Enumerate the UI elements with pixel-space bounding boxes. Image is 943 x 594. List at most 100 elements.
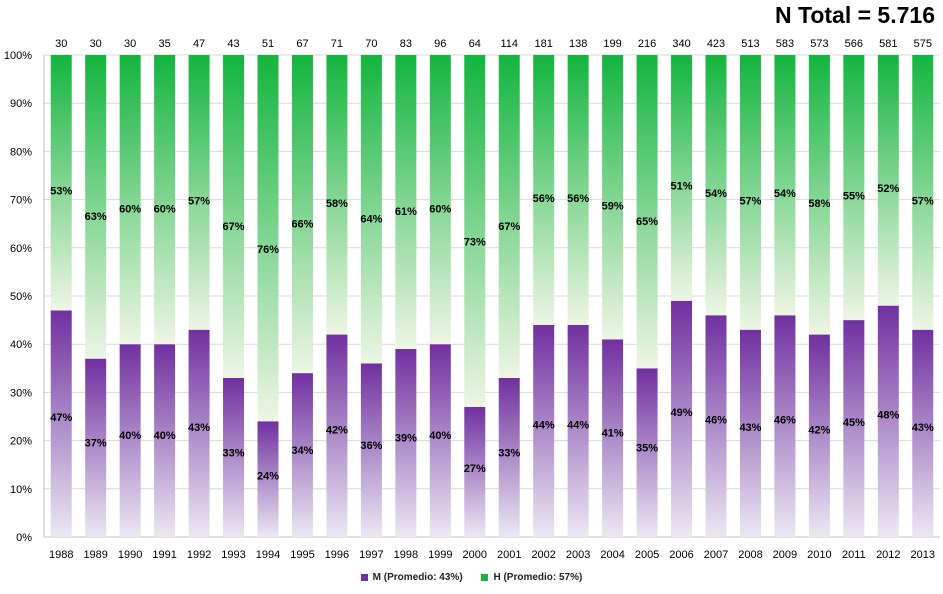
x-tick-label: 2005	[635, 549, 659, 561]
bar-h-1992	[188, 55, 210, 330]
y-tick-label: 80%	[10, 146, 32, 158]
data-label-h: 76%	[257, 244, 279, 256]
legend-swatch-m	[360, 573, 368, 581]
data-label-m: 39%	[395, 432, 417, 444]
data-label-h: 73%	[464, 236, 486, 248]
bar-h-2004	[602, 55, 624, 340]
x-tick-label: 2004	[600, 549, 624, 561]
bar-m-2004	[602, 339, 624, 537]
data-label-h: 66%	[291, 219, 313, 231]
bar-h-1993	[223, 55, 245, 378]
data-label-h: 58%	[808, 198, 830, 210]
x-tick-label: 2007	[704, 549, 728, 561]
x-tick-label: 2002	[531, 549, 555, 561]
x-tick-label: 2000	[463, 549, 487, 561]
bar-m-1993	[223, 377, 245, 537]
bar-m-2010	[808, 334, 830, 537]
y-tick-label: 0%	[16, 532, 32, 544]
total-count-label: 64	[469, 38, 481, 50]
bar-h-2010	[808, 55, 830, 335]
bar-h-1998	[395, 55, 417, 350]
x-tick-label: 2008	[738, 549, 762, 561]
bar-h-2001	[498, 55, 520, 378]
x-tick-label: 2009	[773, 549, 797, 561]
bar-m-2003	[567, 324, 589, 537]
total-count-label: 35	[158, 38, 170, 50]
total-count-label: 566	[845, 38, 863, 50]
data-label-m: 45%	[843, 417, 865, 429]
x-tick-label: 2006	[669, 549, 693, 561]
data-label-m: 34%	[291, 445, 313, 457]
data-label-h: 61%	[395, 206, 417, 218]
total-count-label: 181	[535, 38, 553, 50]
data-label-m: 46%	[705, 414, 727, 426]
total-count-label: 51	[262, 38, 274, 50]
n-total-label: N Total = 5.716	[774, 2, 935, 28]
total-count-label: 67	[296, 38, 308, 50]
bar-m-2013	[912, 329, 934, 537]
data-label-m: 44%	[567, 420, 589, 432]
y-tick-label: 60%	[10, 243, 32, 255]
legend-label-m: M (Promedio: 43%)	[372, 572, 463, 583]
bar-m-1990	[119, 344, 141, 537]
data-label-m: 40%	[429, 430, 451, 442]
data-label-h: 56%	[567, 193, 589, 205]
total-count-label: 96	[434, 38, 446, 50]
x-tick-label: 2013	[911, 549, 935, 561]
x-tick-label: 1994	[256, 549, 280, 561]
data-label-h: 54%	[705, 188, 727, 200]
bar-m-1999	[429, 344, 451, 537]
y-tick-label: 90%	[10, 98, 32, 110]
x-tick-label: 1998	[394, 549, 418, 561]
bar-h-1991	[154, 55, 176, 345]
bar-h-2003	[567, 55, 589, 325]
data-label-m: 40%	[119, 430, 141, 442]
x-tick-label: 1993	[221, 549, 245, 561]
total-count-label: 70	[365, 38, 377, 50]
data-label-h: 59%	[602, 201, 624, 213]
total-count-label: 114	[500, 38, 518, 50]
data-label-h: 60%	[154, 203, 176, 215]
total-count-label: 30	[55, 38, 67, 50]
data-label-m: 35%	[636, 443, 658, 455]
total-count-label: 30	[124, 38, 136, 50]
data-label-h: 57%	[912, 196, 934, 208]
data-label-h: 55%	[843, 191, 865, 203]
data-label-h: 60%	[429, 203, 451, 215]
total-count-label: 30	[90, 38, 102, 50]
data-label-h: 67%	[498, 221, 520, 233]
bar-m-2011	[843, 320, 865, 537]
data-label-m: 43%	[739, 422, 761, 434]
bar-m-2008	[739, 329, 761, 537]
bar-h-1988	[50, 55, 72, 311]
x-tick-label: 1995	[290, 549, 314, 561]
bar-m-1995	[291, 373, 313, 537]
total-count-label: 575	[914, 38, 932, 50]
bar-m-1998	[395, 349, 417, 537]
x-tick-label: 1997	[359, 549, 383, 561]
data-label-h: 60%	[119, 203, 141, 215]
y-tick-label: 100%	[4, 50, 32, 62]
legend-label-h: H (Promedio: 57%)	[493, 572, 583, 583]
total-count-label: 47	[193, 38, 205, 50]
data-label-h: 65%	[636, 216, 658, 228]
data-label-m: 36%	[360, 440, 382, 452]
data-label-m: 33%	[498, 448, 520, 460]
bar-m-2005	[636, 368, 658, 537]
data-label-h: 57%	[188, 196, 210, 208]
x-tick-label: 2012	[876, 549, 900, 561]
legend: M (Promedio: 43%) H (Promedio: 57%)	[0, 572, 943, 583]
bar-m-2000	[464, 406, 486, 537]
data-label-m: 43%	[188, 422, 210, 434]
total-count-label: 581	[879, 38, 897, 50]
bar-h-2009	[774, 55, 796, 316]
total-count-label: 43	[227, 38, 239, 50]
y-tick-label: 40%	[10, 339, 32, 351]
bar-h-1994	[257, 55, 279, 422]
total-count-label: 216	[638, 38, 656, 50]
x-tick-label: 1989	[83, 549, 107, 561]
data-label-m: 47%	[50, 412, 72, 424]
x-tick-label: 1992	[187, 549, 211, 561]
bar-h-2008	[739, 55, 761, 330]
bar-m-1992	[188, 329, 210, 537]
